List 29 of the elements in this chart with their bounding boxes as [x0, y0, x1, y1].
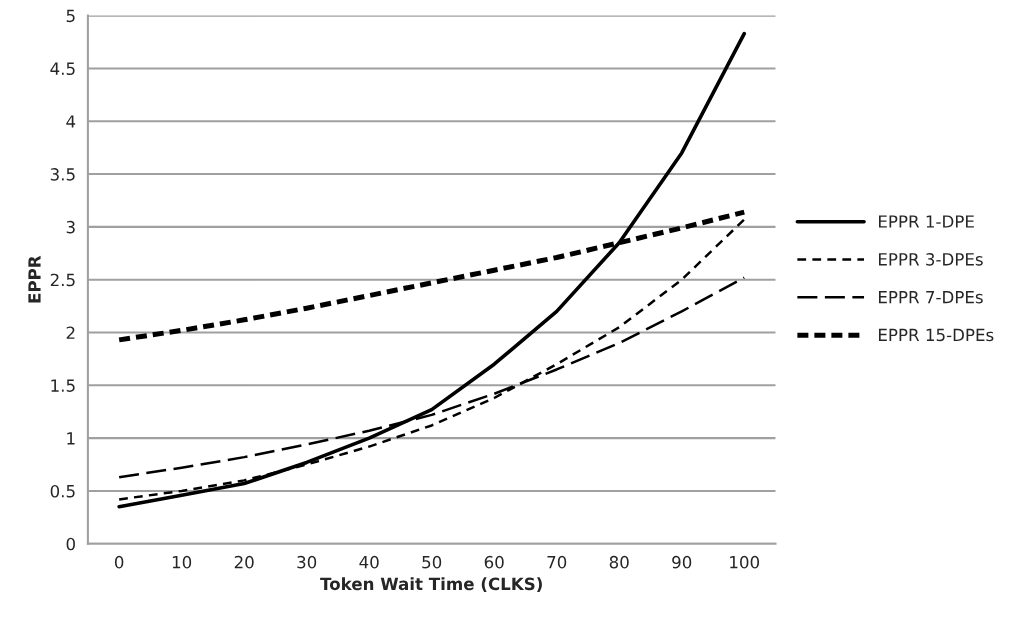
y-tick-label: 2 — [66, 326, 75, 339]
y-tick-label: 4.5 — [50, 62, 75, 76]
x-tick-label: 90 — [672, 555, 692, 569]
x-tick-label: 0 — [114, 555, 124, 569]
legend-label: EPPR 1-DPE — [879, 215, 974, 228]
x-tick-label: 60 — [484, 555, 504, 569]
x-tick-label: 30 — [297, 555, 317, 569]
x-tick-label: 80 — [609, 555, 629, 569]
y-tick-label: 2.5 — [50, 273, 75, 287]
legend-label: EPPR 15-DPEs — [879, 328, 994, 342]
x-tick-label: 100 — [730, 555, 760, 569]
x-tick-label: 20 — [234, 555, 254, 569]
y-tick-label: 1 — [67, 432, 75, 445]
x-tick-label: 40 — [359, 555, 379, 569]
x-tick-label: 70 — [547, 555, 567, 569]
y-tick-label: 4 — [66, 115, 76, 128]
y-tick-label: 3 — [66, 220, 75, 234]
x-axis-title: Token Wait Time (CLKS) — [320, 577, 542, 593]
y-tick-label: 0.5 — [50, 484, 75, 498]
x-tick-label: 10 — [172, 555, 192, 569]
line-series — [117, 31, 747, 509]
y-tick-label: 3.5 — [50, 168, 75, 181]
legend-label: EPPR 3-DPEs — [879, 253, 983, 266]
x-tick-label: 50 — [422, 555, 442, 569]
y-axis-title: EPPR — [28, 255, 41, 303]
legend-label: EPPR 7-DPEs — [879, 291, 983, 304]
y-tick-label: 1.5 — [51, 379, 75, 392]
y-tick-label: 0 — [66, 537, 75, 551]
y-tick-label: 5 — [66, 9, 75, 23]
